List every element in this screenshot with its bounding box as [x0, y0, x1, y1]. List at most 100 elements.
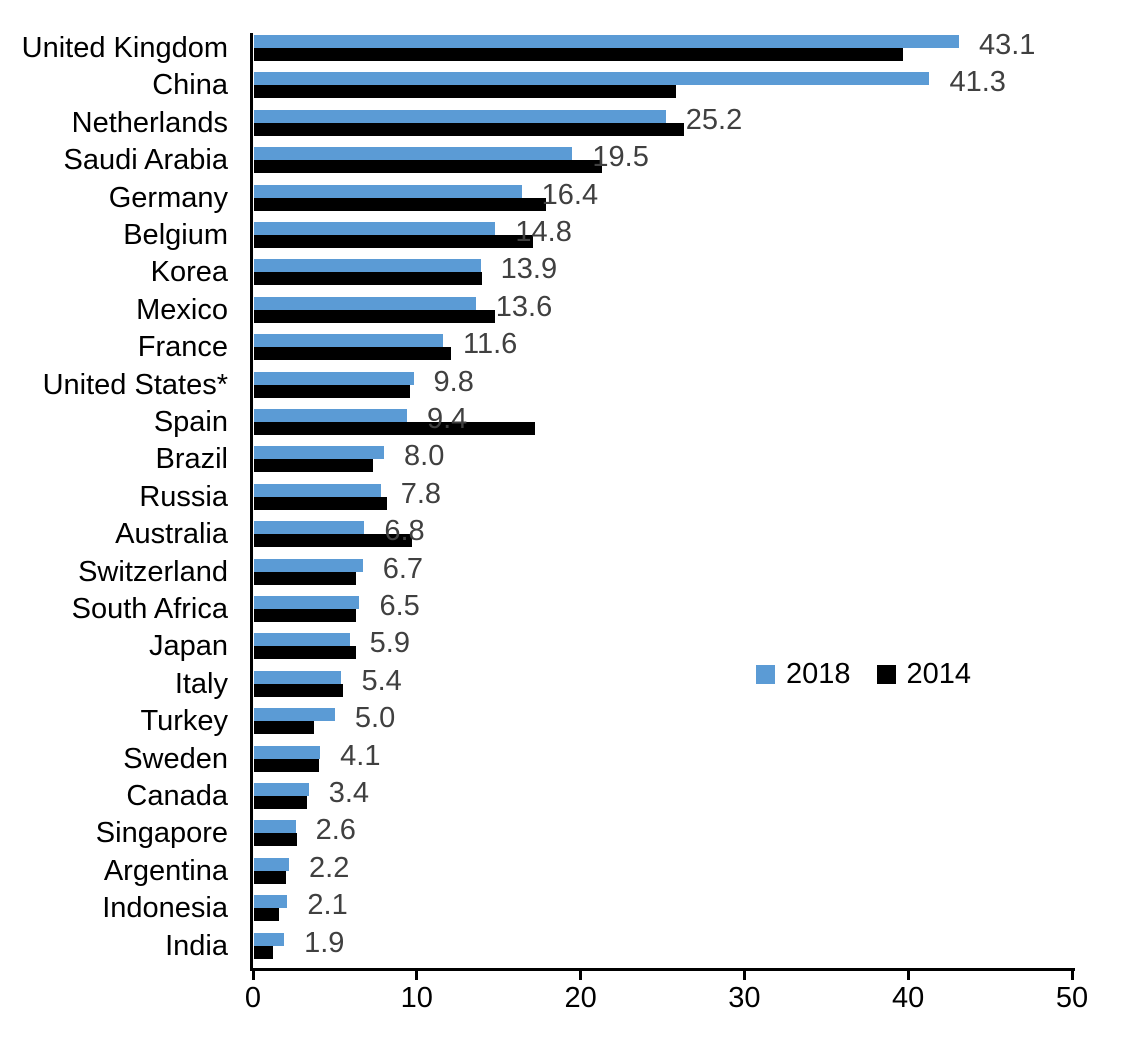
x-axis-line — [250, 968, 1075, 971]
category-label: Saudi Arabia — [63, 144, 228, 177]
value-label: 9.8 — [433, 365, 474, 398]
category-label: Belgium — [123, 219, 228, 251]
category-label: Russia — [139, 480, 228, 513]
value-label: 5.4 — [361, 664, 402, 697]
bar-2014 — [254, 646, 357, 660]
bar-2014 — [254, 48, 904, 61]
category-label: United Kingdom — [21, 32, 228, 64]
bar-2018 — [254, 633, 350, 647]
bar-2018 — [254, 147, 573, 161]
value-label: 2.6 — [315, 814, 356, 847]
value-label: 7.8 — [400, 477, 442, 510]
bar-2014 — [254, 609, 357, 622]
value-label: 6.7 — [382, 552, 424, 585]
x-tick-mark — [579, 971, 583, 980]
value-label: 19.5 — [592, 141, 649, 174]
category-label: Spain — [153, 406, 228, 438]
value-label: 16.4 — [541, 178, 599, 211]
legend-entry-2014: 2014 — [876, 657, 972, 691]
bar-2014 — [254, 235, 534, 248]
bar-2014 — [254, 908, 280, 922]
value-label: 2.2 — [309, 851, 350, 884]
value-label: 11.6 — [463, 328, 518, 361]
bar-2014 — [254, 571, 357, 585]
bar-2018 — [254, 334, 443, 348]
bar-2018 — [254, 670, 342, 684]
bar-2018 — [254, 446, 385, 460]
bar-2018 — [254, 72, 930, 86]
category-label: Germany — [108, 181, 228, 214]
bar-2014 — [254, 683, 344, 697]
bar-2018 — [254, 35, 959, 48]
bar-2014 — [254, 534, 412, 548]
x-tick-label: 0 — [244, 982, 262, 1014]
value-label: 6.8 — [384, 515, 425, 548]
value-label: 6.5 — [379, 590, 420, 622]
x-tick-label: 20 — [564, 982, 597, 1014]
bar-2018 — [254, 184, 522, 198]
bar-2014 — [254, 870, 286, 884]
bar-2018 — [254, 745, 321, 759]
category-label: Singapore — [95, 817, 228, 850]
bar-2014 — [254, 384, 411, 398]
bar-2014 — [254, 459, 373, 473]
category-label: United States* — [42, 368, 228, 401]
legend-swatch-2018 — [756, 664, 775, 684]
bar-2018 — [254, 109, 666, 123]
category-label: China — [152, 69, 228, 102]
bar-2018 — [254, 783, 309, 796]
x-tick-mark — [415, 971, 419, 980]
value-label: 41.3 — [949, 66, 1006, 99]
legend-label-2014: 2014 — [906, 657, 972, 690]
value-label: 14.8 — [515, 216, 572, 248]
value-label: 5.0 — [354, 702, 396, 735]
value-label: 2.1 — [307, 889, 348, 922]
category-label: Sweden — [123, 742, 228, 775]
category-label: South Africa — [71, 593, 228, 625]
bar-2018 — [254, 932, 285, 946]
category-label: Argentina — [103, 854, 228, 887]
category-label: Netherlands — [71, 106, 228, 139]
x-tick-mark — [1070, 971, 1074, 980]
category-label: Brazil — [155, 443, 228, 476]
value-label: 13.6 — [495, 290, 553, 323]
x-tick-mark — [251, 971, 255, 980]
value-label: 5.9 — [369, 627, 410, 660]
bar-2014 — [254, 422, 535, 435]
value-label: 4.1 — [340, 739, 381, 772]
y-axis-line — [250, 33, 253, 971]
bar-2014 — [254, 721, 314, 735]
bar-2018 — [254, 558, 363, 572]
bar-2018 — [254, 820, 296, 834]
value-label: 25.2 — [685, 103, 743, 136]
value-label: 13.9 — [500, 253, 558, 286]
bar-2014 — [254, 833, 298, 847]
value-label: 3.4 — [328, 777, 370, 809]
x-tick-label: 40 — [892, 982, 925, 1014]
bar-2018 — [254, 296, 476, 310]
x-tick-mark — [742, 971, 746, 980]
bar-2014 — [254, 347, 452, 361]
category-label: Japan — [148, 630, 228, 663]
x-tick-mark — [906, 971, 910, 980]
bar-2018 — [254, 596, 360, 609]
legend: 2018 2014 — [756, 657, 971, 691]
category-label: France — [137, 331, 228, 364]
category-label: Indonesia — [102, 892, 228, 925]
category-label: Australia — [115, 518, 228, 551]
x-tick-label: 30 — [728, 982, 761, 1014]
category-label: Turkey — [140, 705, 228, 738]
value-label: 43.1 — [978, 29, 1036, 61]
x-tick-label: 50 — [1055, 982, 1089, 1014]
bar-2014 — [254, 796, 308, 809]
bar-2014 — [254, 197, 547, 211]
bar-2018 — [254, 895, 288, 909]
bar-2014 — [254, 160, 602, 174]
bar-2018 — [254, 371, 414, 385]
bar-2018 — [254, 708, 335, 722]
bar-2014 — [254, 85, 676, 99]
bar-2014 — [254, 945, 273, 959]
bar-2018 — [254, 259, 481, 273]
x-tick-label: 10 — [400, 982, 433, 1014]
